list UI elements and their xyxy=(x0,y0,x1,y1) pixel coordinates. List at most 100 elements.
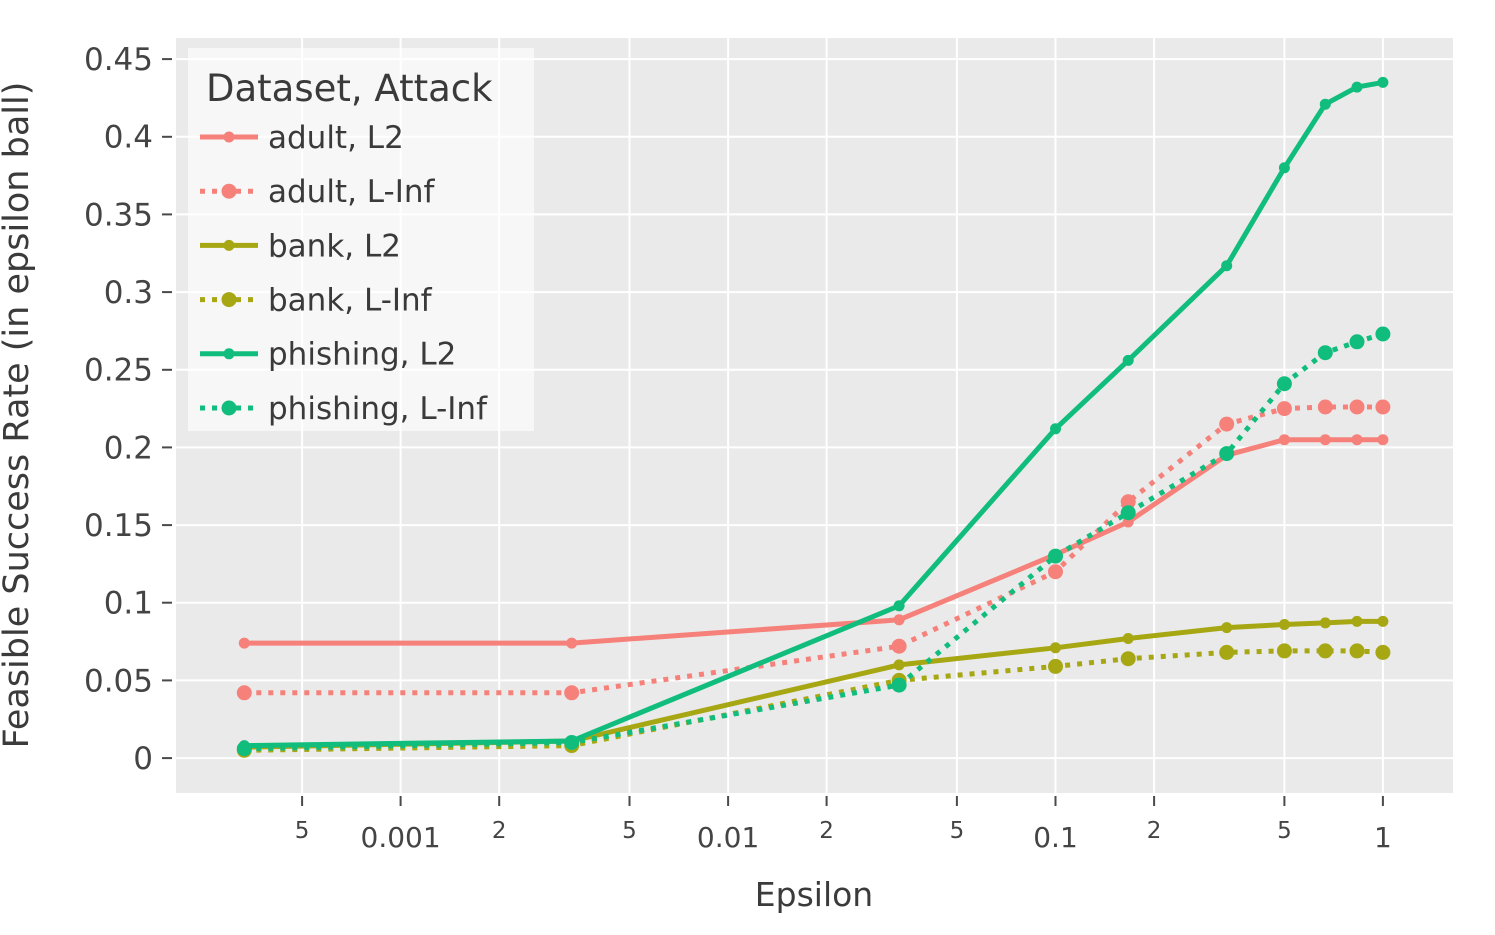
y-axis-title: Feasible Success Rate (in epsilon ball) xyxy=(0,82,37,749)
series-markers-phishing-l-inf xyxy=(236,326,1391,757)
legend-background xyxy=(188,48,534,431)
x-tick-label: 0.01 xyxy=(697,821,759,854)
data-point xyxy=(1050,642,1061,654)
data-point xyxy=(1375,326,1391,342)
y-tick-label: 0.35 xyxy=(84,197,153,233)
x-tick-label: 5 xyxy=(622,818,637,844)
x-tick-label: 2 xyxy=(819,818,834,844)
series-layer xyxy=(236,76,1391,758)
x-tick-label: 0.1 xyxy=(1033,821,1078,854)
data-point xyxy=(1120,494,1136,510)
data-point xyxy=(1349,643,1365,659)
legend-item-adult-l2[interactable]: adult, L2 xyxy=(200,120,404,156)
legend-item-adult-l-inf[interactable]: adult, L-Inf xyxy=(200,174,435,210)
series-line-adult-l-inf xyxy=(244,404,1383,696)
series-line-bank-l2 xyxy=(244,618,1383,750)
data-point xyxy=(1375,644,1391,660)
data-point xyxy=(891,677,907,693)
data-point xyxy=(1276,643,1292,659)
legend-sample-marker xyxy=(223,131,235,143)
data-point xyxy=(1351,615,1363,627)
y-tick-label: 0.15 xyxy=(84,508,153,544)
data-point xyxy=(1219,446,1235,462)
x-tick-label: 5 xyxy=(295,818,310,844)
x-tick-label: 1 xyxy=(1374,821,1392,854)
data-point xyxy=(1221,622,1233,634)
data-point xyxy=(564,685,580,701)
legend-label: adult, L-Inf xyxy=(268,174,435,210)
series-markers-adult-l-inf xyxy=(236,399,1391,701)
x-tick-label: 5 xyxy=(1277,818,1292,844)
legend-sample-marker xyxy=(223,239,235,251)
data-point xyxy=(236,741,252,757)
data-point xyxy=(893,659,905,671)
data-point xyxy=(1317,345,1333,361)
y-tick-label: 0.1 xyxy=(104,586,153,622)
legend-sample-marker xyxy=(221,183,237,199)
y-tick-label: 0.45 xyxy=(84,42,153,78)
legend-sample-marker xyxy=(221,400,237,416)
y-tick-label: 0.2 xyxy=(104,430,153,466)
data-point xyxy=(1319,617,1331,629)
data-point xyxy=(1048,564,1063,580)
data-point xyxy=(1278,162,1290,174)
legend-sample-marker xyxy=(221,292,237,308)
data-point xyxy=(1122,354,1134,366)
y-tick-label: 0.05 xyxy=(84,663,153,699)
data-point xyxy=(1122,633,1134,644)
legend-items: adult, L2 adult, L-Inf bank, L2 bank, L-Inf… xyxy=(200,120,488,427)
legend-label: phishing, L2 xyxy=(268,337,456,373)
data-point xyxy=(1319,434,1331,446)
legend-label: adult, L2 xyxy=(268,120,404,156)
data-point xyxy=(1276,376,1292,392)
series-line-adult-l2 xyxy=(244,437,1383,646)
data-point xyxy=(1317,399,1333,415)
data-point xyxy=(1349,399,1365,415)
data-point xyxy=(1377,76,1389,88)
data-point xyxy=(1221,260,1233,272)
legend-item-bank-l2[interactable]: bank, L2 xyxy=(200,228,401,264)
data-point xyxy=(564,735,580,750)
data-point xyxy=(1377,615,1389,627)
data-point xyxy=(1276,401,1292,417)
data-point xyxy=(1050,423,1061,435)
data-point xyxy=(1219,644,1235,660)
data-point xyxy=(1048,548,1063,564)
data-point xyxy=(1319,98,1331,110)
data-point xyxy=(1278,434,1290,446)
data-point xyxy=(1351,434,1363,446)
legend-label: bank, L-Inf xyxy=(268,282,433,318)
data-point xyxy=(1278,619,1290,630)
data-point xyxy=(1120,651,1136,667)
y-tick-label: 0.4 xyxy=(104,120,153,156)
axes: 5 0.001 2 5 0.01 2 5 0.1 2 5 1 0 0.05 0.1 0.15 0.2 0.25 0… xyxy=(84,42,1392,854)
x-tick-label: 0.001 xyxy=(361,821,441,854)
x-axis-title: Epsilon xyxy=(755,875,873,914)
series-line-phishing-l2 xyxy=(244,79,1384,749)
legend-item-phishing-l2[interactable]: phishing, L2 xyxy=(200,337,456,373)
data-point xyxy=(893,614,905,626)
data-point xyxy=(1375,399,1391,415)
data-point xyxy=(1349,334,1365,350)
data-point xyxy=(891,638,907,654)
y-tick-label: 0 xyxy=(133,741,153,777)
data-point xyxy=(1351,81,1363,93)
data-point xyxy=(236,685,252,701)
data-point xyxy=(1219,416,1235,432)
data-point xyxy=(238,637,250,649)
series-line-phishing-l-inf xyxy=(244,331,1384,752)
legend-item-bank-l-inf[interactable]: bank, L-Inf xyxy=(200,282,433,318)
x-tick-label: 2 xyxy=(492,818,507,844)
data-point xyxy=(1377,434,1389,446)
legend-sample-marker xyxy=(223,348,235,360)
x-tick-label: 5 xyxy=(950,818,965,844)
data-point xyxy=(566,637,578,649)
data-point xyxy=(893,600,905,612)
legend-title: Dataset, Attack xyxy=(206,67,493,110)
data-point xyxy=(1048,658,1063,674)
legend-item-phishing-l-inf[interactable]: phishing, L-Inf xyxy=(200,391,488,427)
legend-label: phishing, L-Inf xyxy=(268,391,488,427)
data-point xyxy=(1317,643,1333,659)
y-tick-label: 0.3 xyxy=(104,275,153,311)
